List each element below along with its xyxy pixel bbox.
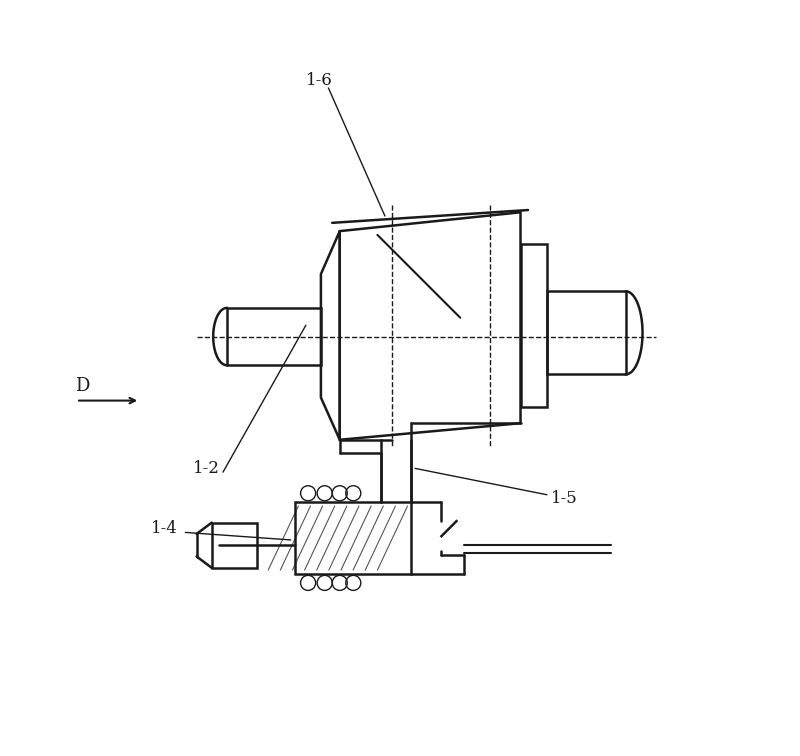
Text: 1-2: 1-2 (193, 460, 220, 477)
Text: 1-4: 1-4 (151, 520, 178, 538)
Text: 1-6: 1-6 (306, 72, 333, 89)
Text: 1-5: 1-5 (550, 490, 578, 507)
Text: D: D (74, 376, 89, 395)
